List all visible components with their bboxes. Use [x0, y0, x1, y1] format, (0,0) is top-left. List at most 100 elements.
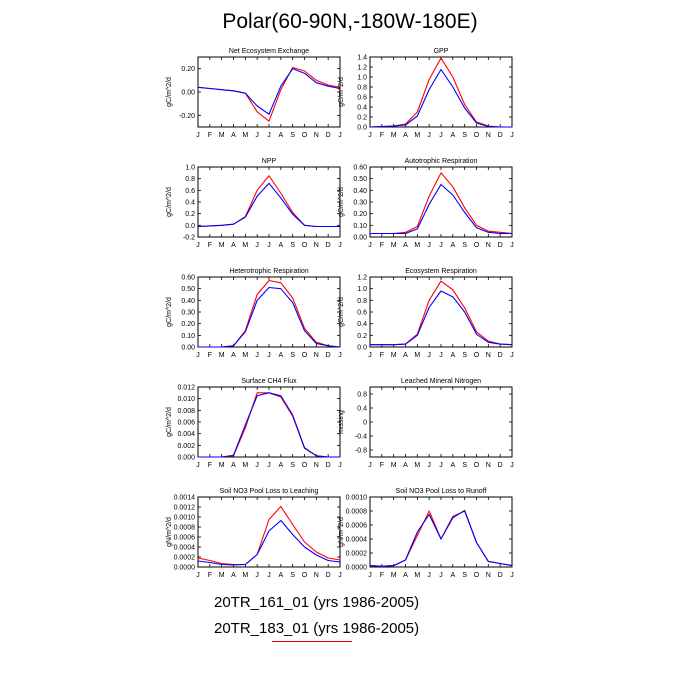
x-tick-label: A — [231, 572, 236, 579]
y-tick-label: 0.60 — [181, 275, 195, 282]
x-tick-label: A — [278, 132, 283, 139]
series-line-2 — [198, 392, 340, 458]
x-tick-label: M — [391, 572, 397, 579]
y-tick-label: 0.00 — [353, 235, 367, 242]
panel-title: Surface CH4 Flux — [241, 378, 297, 385]
x-tick-label: J — [510, 572, 514, 579]
x-tick-label: S — [290, 132, 295, 139]
x-tick-label: M — [242, 572, 248, 579]
y-tick-label: 0.0006 — [174, 535, 196, 542]
y-tick-label: 0.8 — [357, 298, 367, 305]
x-tick-label: S — [290, 572, 295, 579]
x-tick-label: O — [474, 572, 480, 579]
x-tick-label: F — [208, 572, 212, 579]
x-tick-label: M — [242, 352, 248, 359]
y-tick-label: 0.0014 — [174, 495, 196, 502]
x-tick-label: A — [278, 572, 283, 579]
y-tick-label: 0.8 — [357, 392, 367, 399]
y-tick-label: 1.0 — [357, 75, 367, 82]
x-tick-label: O — [302, 352, 308, 359]
x-tick-label: F — [380, 352, 384, 359]
y-tick-label: 0.0002 — [346, 551, 368, 558]
x-tick-label: J — [368, 462, 372, 469]
x-tick-label: A — [450, 352, 455, 359]
x-tick-label: O — [474, 132, 480, 139]
y-tick-label: 0.30 — [181, 310, 195, 317]
x-tick-label: J — [196, 242, 200, 249]
x-tick-label: J — [368, 352, 372, 359]
x-tick-label: A — [403, 132, 408, 139]
y-tick-label: 0.0010 — [174, 515, 196, 522]
x-tick-label: N — [486, 462, 491, 469]
x-tick-label: F — [380, 572, 384, 579]
x-tick-label: M — [219, 132, 225, 139]
x-tick-label: O — [302, 572, 308, 579]
y-tick-label: 0.6 — [185, 188, 195, 195]
x-tick-label: J — [510, 242, 514, 249]
x-tick-label: M — [219, 462, 225, 469]
x-tick-label: F — [208, 462, 212, 469]
x-tick-label: D — [498, 132, 503, 139]
x-tick-label: S — [462, 572, 467, 579]
y-tick-label: 0 — [363, 420, 367, 427]
series-line-2 — [370, 183, 512, 235]
x-tick-label: A — [450, 132, 455, 139]
panel-title: Net Ecosystem Exchange — [229, 48, 309, 55]
x-tick-label: F — [208, 352, 212, 359]
x-tick-label: J — [338, 572, 342, 579]
x-tick-label: F — [380, 462, 384, 469]
x-tick-label: A — [403, 462, 408, 469]
y-tick-label: 0.00 — [181, 345, 195, 352]
x-tick-label: J — [439, 132, 443, 139]
x-tick-label: F — [380, 132, 384, 139]
x-tick-label: F — [380, 242, 384, 249]
x-tick-label: J — [338, 242, 342, 249]
y-tick-label: 0.10 — [181, 333, 195, 340]
x-tick-label: J — [267, 132, 271, 139]
y-tick-label: 0.20 — [181, 66, 195, 73]
x-tick-label: J — [427, 242, 431, 249]
x-tick-label: J — [368, 572, 372, 579]
y-tick-label: 0.0002 — [174, 555, 196, 562]
y-tick-label: 1.0 — [185, 165, 195, 172]
x-tick-label: A — [231, 462, 236, 469]
y-tick-label: 1.2 — [357, 65, 367, 72]
x-tick-label: M — [391, 352, 397, 359]
x-tick-label: J — [427, 462, 431, 469]
series-line-1 — [198, 392, 340, 458]
x-tick-label: J — [267, 352, 271, 359]
y-tick-label: 0.10 — [353, 223, 367, 230]
x-tick-label: S — [462, 352, 467, 359]
x-tick-label: M — [391, 132, 397, 139]
panel-title: GPP — [434, 48, 449, 55]
x-tick-label: J — [427, 572, 431, 579]
x-tick-label: A — [450, 242, 455, 249]
panel-title: Heterotrophic Respiration — [229, 268, 308, 275]
x-tick-label: M — [242, 132, 248, 139]
x-tick-label: D — [498, 242, 503, 249]
x-tick-label: A — [231, 132, 236, 139]
y-tick-label: -0.20 — [179, 113, 195, 120]
x-tick-label: D — [326, 352, 331, 359]
y-tick-label: -0.8 — [355, 448, 367, 455]
x-tick-label: O — [302, 242, 308, 249]
x-tick-label: S — [462, 242, 467, 249]
series-line-2 — [197, 68, 341, 115]
x-tick-label: N — [486, 132, 491, 139]
plot-frame — [369, 276, 513, 348]
y-axis-label: gC/m^2/d — [338, 187, 345, 217]
x-tick-label: D — [326, 242, 331, 249]
x-tick-label: J — [510, 462, 514, 469]
y-tick-label: 0.50 — [353, 176, 367, 183]
x-tick-label: A — [278, 462, 283, 469]
legend-swatch — [272, 641, 352, 642]
y-tick-label: 0.0006 — [346, 523, 368, 530]
y-tick-label: 0.000 — [177, 455, 195, 462]
series-line-2 — [198, 286, 341, 348]
y-tick-label: 0.4 — [357, 406, 367, 413]
x-tick-label: A — [450, 572, 455, 579]
y-tick-label: 0.0008 — [174, 525, 196, 532]
y-tick-label: 0.4 — [357, 105, 367, 112]
y-tick-label: -0.4 — [355, 434, 367, 441]
x-tick-label: M — [242, 462, 248, 469]
